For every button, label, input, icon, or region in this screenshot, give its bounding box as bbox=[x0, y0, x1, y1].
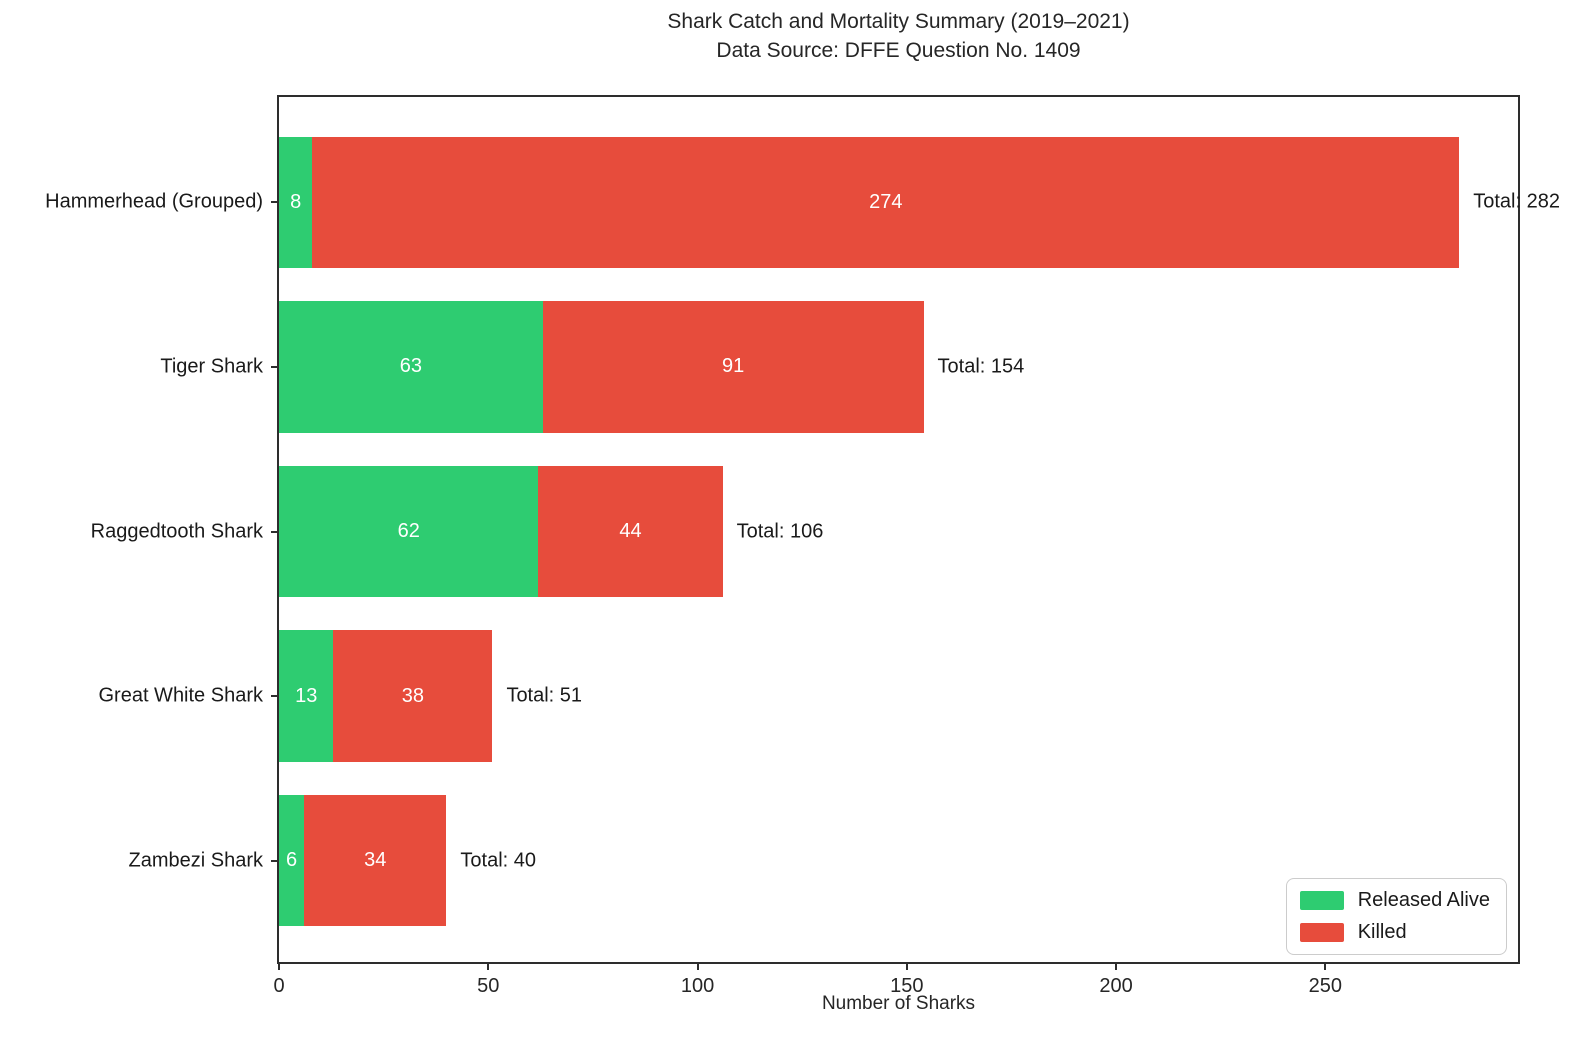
x-axis-label: Number of Sharks bbox=[821, 993, 976, 1014]
y-tick-mark bbox=[271, 695, 279, 698]
legend-item-released-alive: Released Alive bbox=[1299, 889, 1490, 912]
total-label-zambezi-shark: Total: 40 bbox=[460, 849, 537, 872]
x-tick-label: 0 bbox=[273, 975, 285, 997]
y-tick-label-raggedtooth-shark: Raggedtooth Shark bbox=[90, 520, 263, 542]
legend-label-killed: Killed bbox=[1357, 921, 1407, 943]
legend-swatch-killed-icon bbox=[1299, 923, 1344, 942]
total-label-tiger-shark: Total: 154 bbox=[937, 355, 1025, 378]
x-tick-label: 50 bbox=[477, 975, 500, 997]
bar-value-label: 44 bbox=[619, 519, 642, 542]
y-tick-label-tiger-shark: Tiger Shark bbox=[160, 355, 263, 378]
plot-area: Released Alive Killed 8 274 Total: 282 Hamm… bbox=[45, 95, 1560, 997]
x-tick-label: 250 bbox=[1308, 975, 1342, 997]
bar-segment-raggedtooth-shark-released-alive: 62 bbox=[279, 465, 539, 598]
chart-title-line1: Shark Catch and Mortality Summary (2019–… bbox=[667, 10, 1130, 33]
bar-segment-tiger-shark-killed: 91 bbox=[542, 301, 924, 433]
bar-value-label: 8 bbox=[290, 190, 302, 213]
bar-segment-zambezi-shark-killed: 34 bbox=[304, 794, 447, 927]
bar-segment-tiger-shark-released-alive: 63 bbox=[279, 301, 543, 433]
bar-value-label: 274 bbox=[869, 190, 903, 213]
bar-value-label: 62 bbox=[397, 519, 420, 542]
bar-segment-great-white-shark-killed: 38 bbox=[333, 630, 493, 762]
bar-value-label: 91 bbox=[721, 355, 745, 378]
chart-title: Shark Catch and Mortality Summary (2019–… bbox=[277, 7, 1520, 65]
bar-value-label: 63 bbox=[399, 355, 422, 378]
x-tick-mark bbox=[696, 962, 699, 970]
x-tick-label: 150 bbox=[890, 975, 924, 997]
y-tick-mark bbox=[271, 859, 279, 862]
chart-title-line2: Data Source: DFFE Question No. 1409 bbox=[716, 39, 1081, 62]
bar-value-label: 34 bbox=[364, 849, 387, 872]
legend-item-killed: Killed bbox=[1299, 921, 1490, 944]
x-tick-mark bbox=[278, 962, 280, 970]
bar-value-label: 38 bbox=[401, 684, 425, 707]
y-tick-mark bbox=[271, 530, 279, 533]
x-tick-mark bbox=[487, 962, 490, 970]
y-tick-mark bbox=[271, 201, 279, 204]
x-tick-mark bbox=[1324, 962, 1327, 970]
x-tick-mark bbox=[1115, 962, 1118, 970]
x-tick-mark bbox=[905, 962, 908, 970]
bar-segment-raggedtooth-shark-killed: 44 bbox=[538, 465, 723, 598]
x-tick-label: 100 bbox=[680, 975, 715, 997]
bar-segment-great-white-shark-released-alive: 13 bbox=[279, 630, 334, 762]
legend: Released Alive Killed bbox=[1285, 878, 1507, 955]
bar-segment-zambezi-shark-released-alive: 6 bbox=[279, 794, 305, 927]
total-label-great-white-shark: Total: 51 bbox=[506, 684, 583, 707]
y-tick-mark bbox=[271, 365, 279, 368]
legend-label-released-alive: Released Alive bbox=[1357, 889, 1490, 911]
total-label-hammerhead-grouped: Total: 282 bbox=[1473, 190, 1560, 213]
legend-swatch-released-alive-icon bbox=[1299, 891, 1344, 910]
bar-segment-hammerhead-grouped-killed: 274 bbox=[312, 136, 1460, 269]
y-tick-label-zambezi-shark: Zambezi Shark bbox=[128, 849, 264, 872]
bar-segment-hammerhead-grouped-released-alive: 8 bbox=[279, 136, 313, 269]
y-tick-label-hammerhead-grouped: Hammerhead (Grouped) bbox=[45, 190, 263, 213]
bar-value-label: 13 bbox=[295, 684, 318, 707]
bar-value-label: 6 bbox=[285, 849, 298, 872]
x-tick-label: 200 bbox=[1099, 975, 1133, 997]
y-tick-label-great-white-shark: Great White Shark bbox=[98, 684, 263, 707]
total-label-raggedtooth-shark: Total: 106 bbox=[736, 520, 824, 542]
